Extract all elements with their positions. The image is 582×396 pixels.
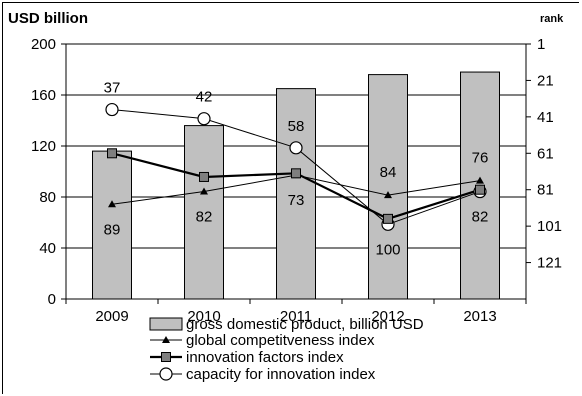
right-tick-label: 41 [537,109,554,126]
left-tick-label: 160 [31,87,56,104]
square-marker [475,184,485,195]
x-tick-label: 2010 [187,308,220,325]
square-marker [383,213,393,224]
left-axis-label: USD billion [8,10,88,27]
right-tick-label: 1 [537,36,545,53]
x-tick-label: 2009 [95,308,128,325]
square-marker [199,171,209,182]
circle-marker [105,102,119,117]
data-labels: 89 82 73 84 76 37 42 58 100 82 [104,80,489,259]
legend-label: global competitveness index [186,332,375,349]
circle-marker [159,367,173,381]
right-tick-label: 101 [537,218,562,235]
legend-label: innovation factors index [186,349,344,366]
square-marker [107,148,117,159]
legend-swatch-gdp [149,317,183,331]
left-tick-label: 120 [31,138,56,155]
gci-data-label: 73 [288,192,305,209]
circle-marker [197,112,211,126]
gdp-bar [184,125,224,300]
capacity-data-label: 37 [104,80,121,97]
right-axis-label: rank [540,13,564,25]
left-tick-label: 80 [39,189,56,206]
triangle-marker [476,176,484,184]
gci-data-label: 84 [380,164,397,181]
gdp-bars [92,71,500,300]
square-marker [291,168,301,179]
triangle-marker [200,187,208,195]
right-tick-label: 121 [537,255,562,272]
series-lines [105,102,487,231]
capacity-data-label: 58 [288,118,305,135]
triangle-marker [162,336,170,343]
triangle-marker [384,191,392,199]
gdp-bar [92,150,132,300]
legend: gross domestic product, billion USDgloba… [149,316,424,383]
capacity-data-label: 82 [472,209,489,226]
circle-marker [289,141,303,155]
legend-label: capacity for innovation index [186,366,376,383]
x-tick-label: 2011 [280,308,312,325]
gci-data-label: 76 [472,150,489,167]
x-tick-label: 2012 [371,308,404,325]
gdp-bar [276,88,316,300]
legend-label-gdp: gross domestic product, billion USD [186,316,424,333]
triangle-marker [108,200,116,208]
left-tick-label: 200 [31,36,56,53]
square-marker [161,352,171,362]
right-tick-label: 61 [537,145,554,162]
left-tick-label: 0 [48,291,56,308]
capacity-data-label: 42 [196,89,213,106]
gdp-bar [368,74,408,300]
x-tick-label: 2013 [463,308,496,325]
right-tick-label: 81 [537,182,554,199]
gci-data-label: 89 [104,221,121,238]
right-tick-label: 21 [537,72,554,89]
left-tick-label: 40 [39,240,56,257]
gci-data-label: 82 [196,209,213,226]
capacity-data-label: 100 [375,241,400,258]
